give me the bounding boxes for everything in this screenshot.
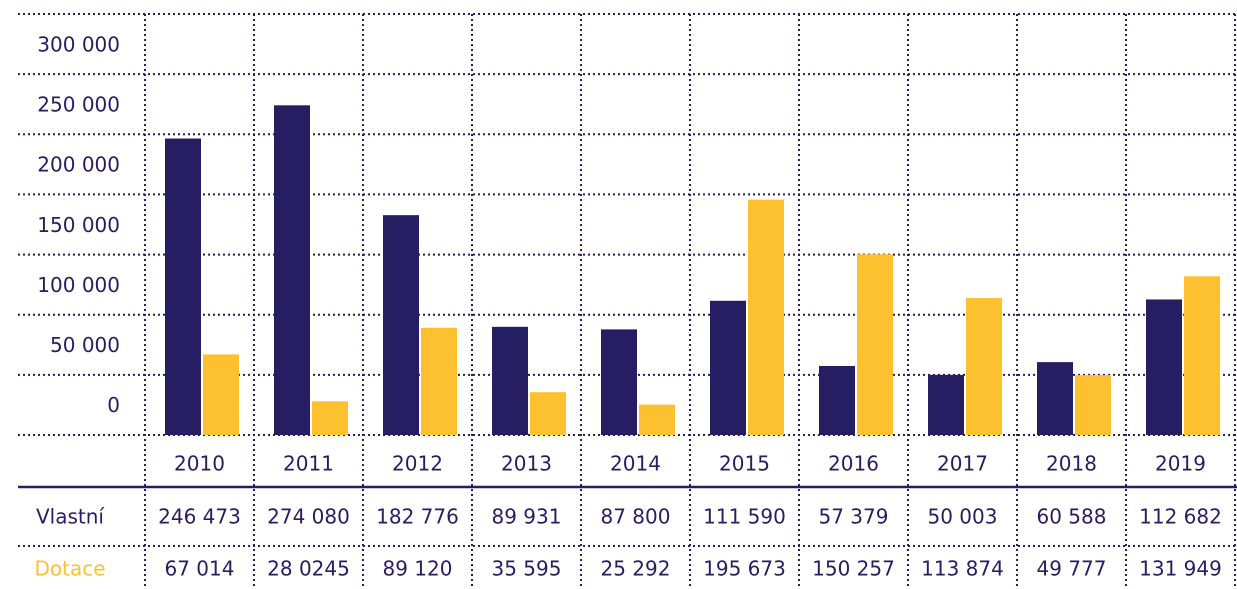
y-tick-label: 0: [107, 393, 120, 417]
table-cell: 50 003: [928, 505, 998, 529]
bar: [383, 215, 419, 435]
bar: [1146, 299, 1182, 435]
y-tick-label: 50 000: [50, 333, 120, 357]
bar: [1075, 375, 1111, 435]
table-cell: 113 874: [921, 557, 1004, 581]
bar: [601, 329, 637, 435]
bar: [748, 199, 784, 435]
y-tick-label: 150 000: [37, 213, 120, 237]
table-cell: 67 014: [165, 557, 235, 581]
x-tick-label: 2012: [392, 452, 443, 476]
table-cell: 57 379: [819, 505, 889, 529]
row-label: Dotace: [34, 557, 105, 581]
x-tick-label: 2016: [828, 452, 879, 476]
bar: [274, 105, 310, 435]
table-cell: 246 473: [158, 505, 241, 529]
table-cell: 60 588: [1037, 505, 1107, 529]
bar: [312, 401, 348, 435]
y-tick-label: 100 000: [37, 273, 120, 297]
x-tick-label: 2013: [501, 452, 552, 476]
table-cell: 28 0245: [267, 557, 350, 581]
table-cell: 150 257: [812, 557, 895, 581]
bar: [421, 327, 457, 435]
bar: [639, 404, 675, 435]
table-cell: 89 120: [383, 557, 453, 581]
x-tick-label: 2011: [283, 452, 334, 476]
table-cell: 131 949: [1139, 557, 1222, 581]
bar: [1184, 276, 1220, 435]
table-cell: 49 777: [1037, 557, 1107, 581]
bar: [203, 354, 239, 435]
x-tick-label: 2019: [1155, 452, 1206, 476]
x-tick-label: 2014: [610, 452, 661, 476]
x-tick-label: 2010: [174, 452, 225, 476]
bar: [819, 365, 855, 435]
bar: [857, 254, 893, 435]
table-cell: 87 800: [601, 505, 671, 529]
table-cell: 112 682: [1139, 505, 1222, 529]
table-cell: 274 080: [267, 505, 350, 529]
bar: [966, 298, 1002, 435]
y-tick-label: 200 000: [37, 153, 120, 177]
bar: [530, 392, 566, 435]
y-tick-label: 300 000: [37, 32, 120, 56]
bar: [710, 300, 746, 435]
table-cell: 35 595: [492, 557, 562, 581]
bar: [1037, 362, 1073, 435]
x-tick-label: 2017: [937, 452, 988, 476]
bar: [928, 374, 964, 435]
bar: [165, 138, 201, 435]
y-tick-label: 250 000: [37, 93, 120, 117]
row-label: Vlastní: [36, 505, 105, 529]
table-cell: 25 292: [601, 557, 671, 581]
x-tick-label: 2015: [719, 452, 770, 476]
table-cell: 111 590: [703, 505, 786, 529]
table-cell: 195 673: [703, 557, 786, 581]
table-cell: 89 931: [492, 505, 562, 529]
x-tick-label: 2018: [1046, 452, 1097, 476]
bar: [492, 326, 528, 435]
table-cell: 182 776: [376, 505, 459, 529]
